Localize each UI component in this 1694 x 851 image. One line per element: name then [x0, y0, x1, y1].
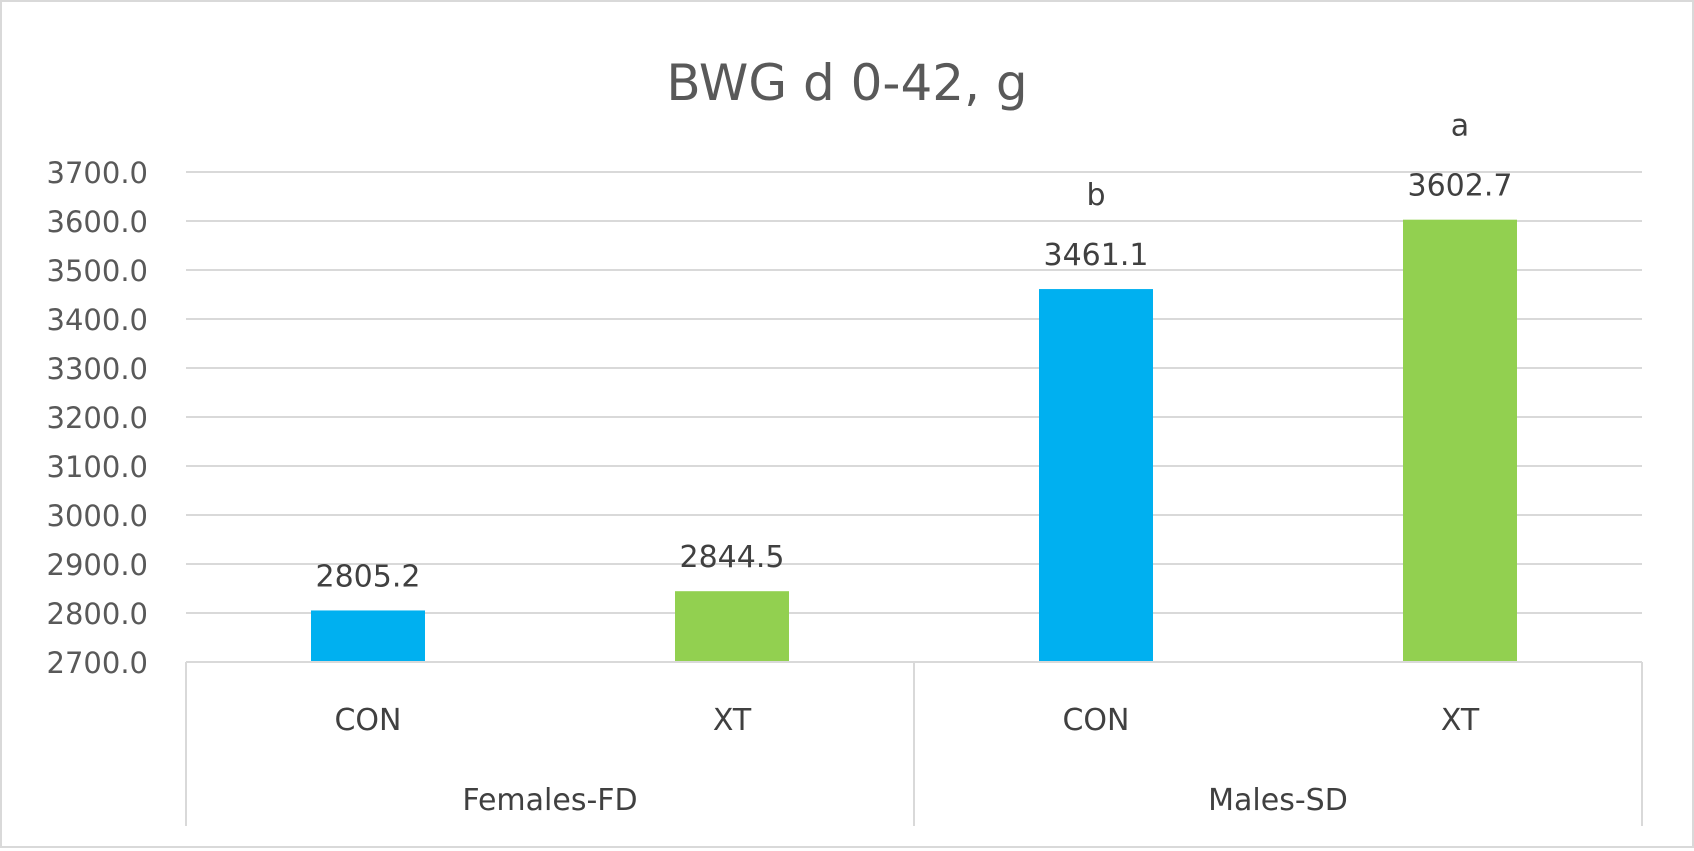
- data-label: 3461.1: [1044, 238, 1149, 273]
- significance-letter: b: [1086, 178, 1105, 213]
- y-tick-label: 2800.0: [47, 597, 148, 631]
- y-tick-label: 2700.0: [47, 646, 148, 680]
- x-tick-label: CON: [334, 703, 401, 738]
- bar-females-fd-con: [311, 610, 425, 662]
- y-tick-label: 3200.0: [47, 401, 148, 435]
- y-tick-label: 3500.0: [47, 254, 148, 288]
- bar-males-sd-xt: [1403, 219, 1517, 662]
- y-tick-label: 3000.0: [47, 499, 148, 533]
- bars: [311, 219, 1517, 662]
- grid-lines: [186, 171, 1642, 614]
- x-axis: CON XT Females-FD CON XT Males-SD: [185, 661, 1643, 826]
- y-tick-label: 2900.0: [47, 548, 148, 582]
- data-labels: 2805.2 2844.5 3461.1 b 3602.7 a: [316, 109, 1513, 595]
- data-label: 2805.2: [316, 559, 421, 594]
- data-label: 2844.5: [680, 540, 785, 575]
- y-tick-label: 3300.0: [47, 352, 148, 386]
- group-label: Females-FD: [462, 783, 637, 818]
- data-label: 3602.7: [1408, 169, 1513, 204]
- bar-males-sd-con: [1039, 289, 1153, 662]
- y-tick-label: 3100.0: [47, 450, 148, 484]
- significance-letter: a: [1451, 109, 1469, 144]
- chart-title: BWG d 0-42, g: [666, 54, 1027, 112]
- x-tick-label: XT: [713, 703, 752, 738]
- y-tick-label: 3600.0: [47, 205, 148, 239]
- y-axis-tick-labels: 2700.0 2800.0 2900.0 3000.0 3100.0 3200.0 3300…: [47, 156, 148, 680]
- x-tick-label: XT: [1441, 703, 1480, 738]
- y-tick-label: 3700.0: [47, 156, 148, 190]
- y-tick-label: 3400.0: [47, 303, 148, 337]
- bar-females-fd-xt: [675, 591, 789, 662]
- x-tick-label: CON: [1062, 703, 1129, 738]
- group-label: Males-SD: [1208, 783, 1348, 818]
